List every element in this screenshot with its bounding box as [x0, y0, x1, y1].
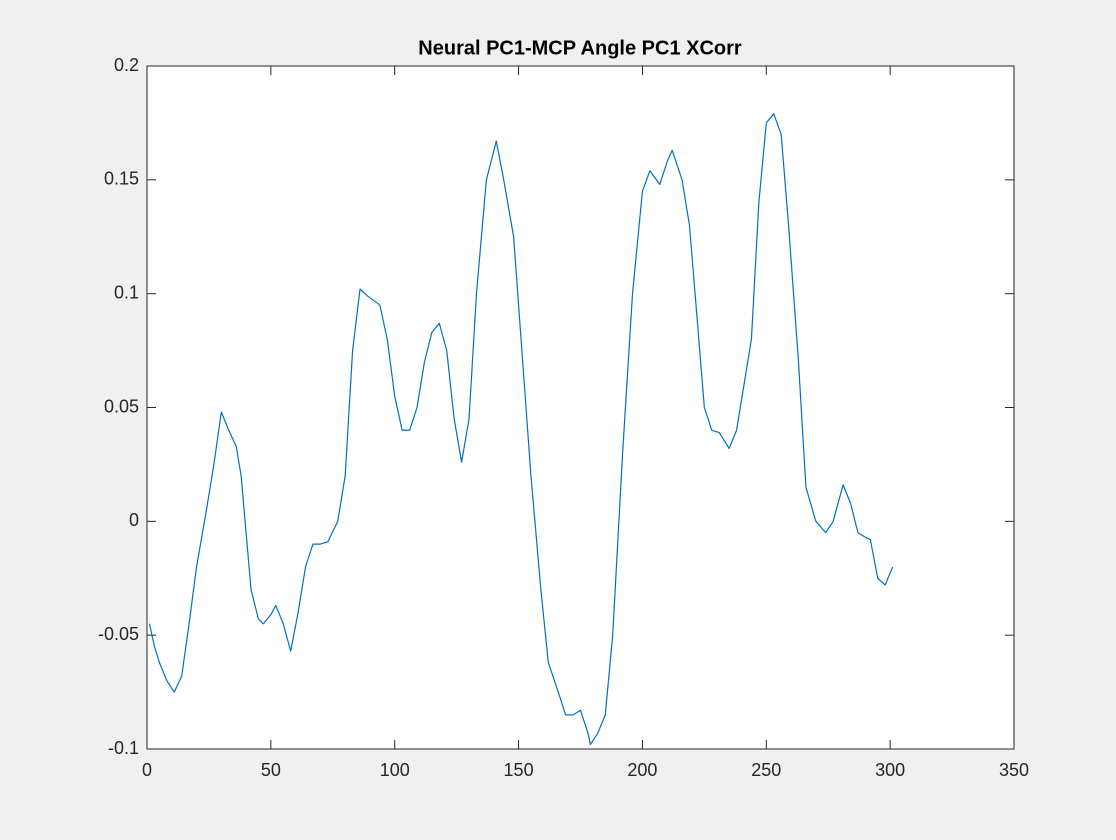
- data-line: [148, 113, 894, 746]
- x-tick-label: 100: [380, 760, 410, 780]
- x-tick-label: 250: [751, 760, 781, 780]
- y-tick-label: 0.15: [104, 169, 139, 189]
- x-tick-label: 150: [504, 760, 534, 780]
- y-tick-label: -0.05: [98, 624, 139, 644]
- y-tick-label: 0.2: [114, 55, 139, 75]
- chart-title: Neural PC1-MCP Angle PC1 XCorr: [418, 37, 742, 59]
- y-tick-label: -0.1: [108, 738, 139, 758]
- y-tick-label: 0: [129, 510, 139, 530]
- x-tick-label: 350: [999, 760, 1029, 780]
- x-tick-label: 50: [261, 760, 281, 780]
- x-tick-label: 300: [875, 760, 905, 780]
- x-tick-label: 200: [627, 760, 657, 780]
- x-tick-label: 0: [142, 760, 152, 780]
- y-tick-label: 0.05: [104, 396, 139, 416]
- y-tick-label: 0.1: [114, 282, 139, 302]
- axes-box: [146, 65, 1015, 750]
